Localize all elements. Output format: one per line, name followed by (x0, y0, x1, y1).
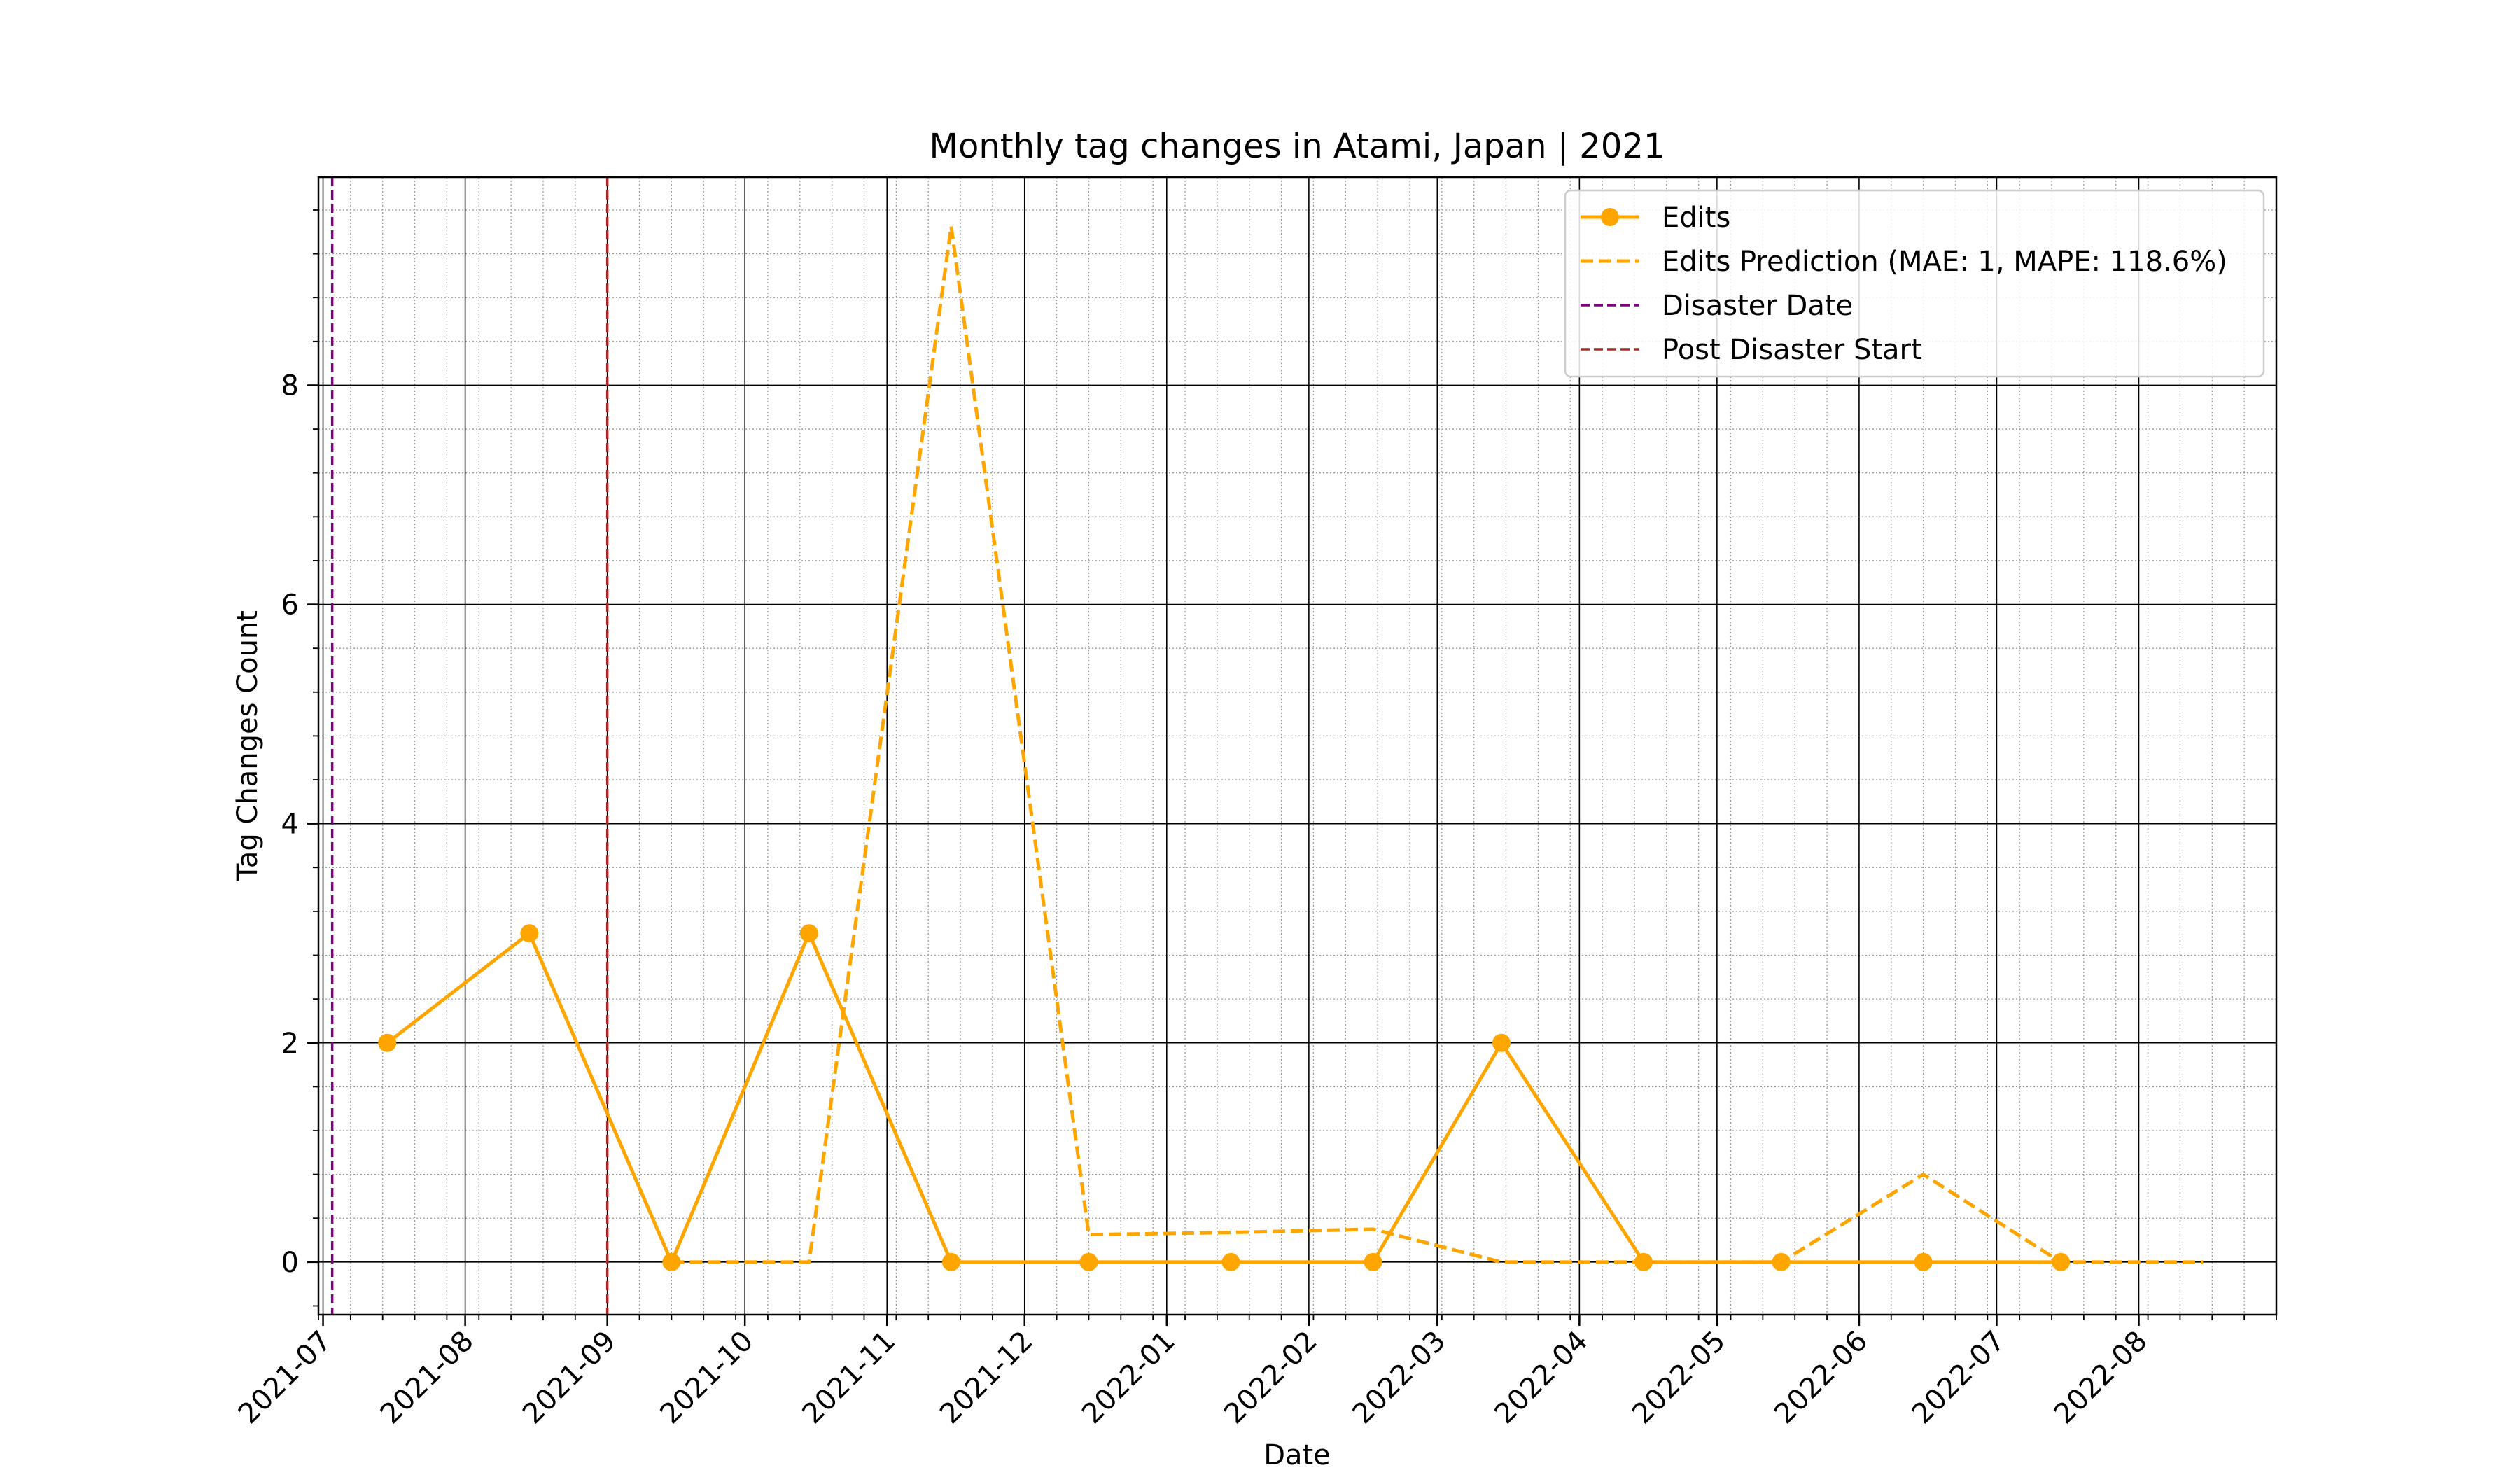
data-point (520, 924, 539, 943)
data-point (378, 1033, 397, 1052)
data-point (799, 924, 818, 943)
data-point (1914, 1252, 1933, 1271)
data-point (662, 1252, 681, 1271)
legend-label: Edits (1662, 202, 1730, 234)
legend-label: Edits Prediction (MAE: 1, MAPE: 118.6%) (1662, 246, 2227, 278)
y-tick-label: 4 (281, 808, 299, 841)
legend-label: Disaster Date (1662, 290, 1853, 322)
plot-frame (317, 176, 2278, 1316)
legend-marker (1601, 208, 1619, 226)
y-tick-label: 6 (281, 589, 299, 622)
legend-label: Post Disaster Start (1662, 334, 1922, 366)
data-point (1079, 1252, 1098, 1271)
chart-title: Monthly tag changes in Atami, Japan | 20… (930, 127, 1665, 166)
y-tick-label: 8 (281, 370, 299, 402)
legend: Edits Edits Prediction (MAE: 1, MAPE: 118… (1564, 189, 2265, 378)
y-axis-label: Tag Changes Count (232, 610, 264, 881)
y-tick-label: 0 (281, 1247, 299, 1279)
data-point (1492, 1033, 1511, 1052)
data-point (1364, 1252, 1382, 1271)
legend-box (1564, 189, 2265, 378)
data-point (941, 1252, 960, 1271)
y-tick-label: 2 (281, 1028, 299, 1060)
x-axis-label: Date (1264, 1439, 1331, 1470)
series-line-1 (671, 224, 2204, 1264)
data-point (1222, 1252, 1240, 1271)
